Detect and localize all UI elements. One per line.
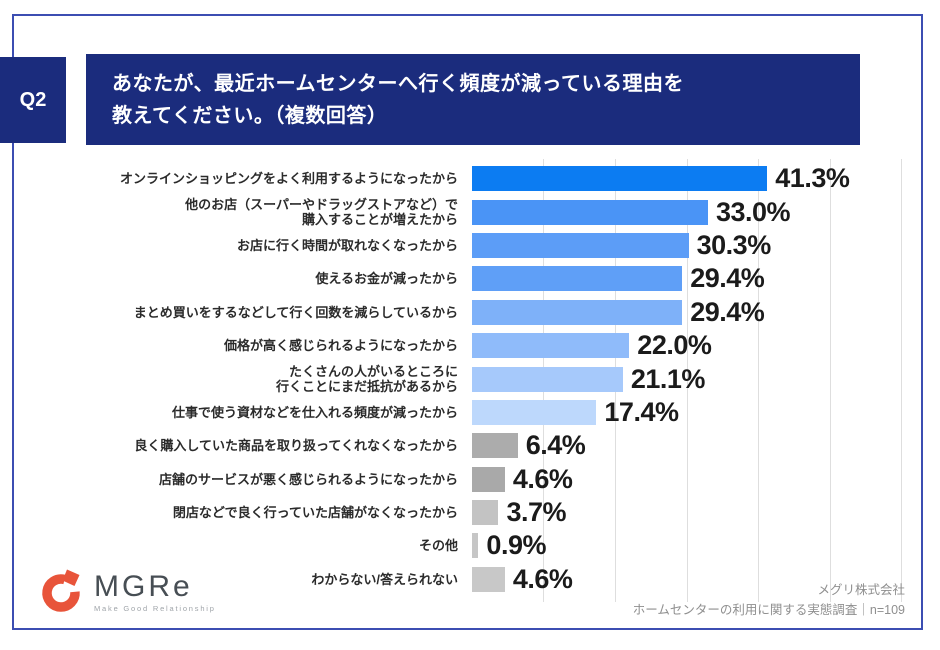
category-label: オンラインショッピングをよく利用するようになったから: [119, 171, 458, 187]
bar-track: 29.4%: [472, 262, 901, 295]
source-survey: ホームセンターの利用に関する実態調査｜n=109: [632, 602, 905, 617]
value-label: 4.6%: [512, 463, 573, 494]
bar-row: 閉店などで良く行っていた店舗がなくなったから 3.7%: [32, 496, 912, 529]
question-banner: あなたが、最近ホームセンターへ行く頻度が減っている理由を 教えてください。（複数…: [86, 54, 860, 145]
bar: [472, 266, 683, 292]
bar-track: 6.4%: [472, 429, 901, 462]
bar-track: 33.0%: [472, 195, 901, 228]
category-label: 店舗のサービスが悪く感じられるようになったから: [158, 471, 458, 487]
bar-row: 仕事で使う資材などを仕入れる頻度が減ったから 17.4%: [32, 396, 912, 429]
category-label: 他のお店（スーパーやドラッグストアなど）で 購入することが増えたから: [185, 196, 458, 228]
bar-track: 22.0%: [472, 329, 901, 362]
category-label: その他: [418, 538, 458, 554]
mgre-logo-text: MGRe: [94, 570, 193, 603]
value-label: 29.4%: [690, 263, 765, 294]
question-number-label: Q2: [19, 88, 47, 111]
bar: [472, 166, 768, 192]
bar-row: 良く購入していた商品を取り扱ってくれなくなったから 6.4%: [32, 429, 912, 462]
bar: [472, 433, 518, 459]
bar: [472, 232, 689, 258]
value-label: 22.0%: [637, 330, 712, 361]
value-label: 30.3%: [696, 229, 772, 260]
bar-row: たくさんの人がいるところに 行くことにまだ抵抗があるから 21.1%: [32, 362, 912, 395]
source-note: メグリ株式会社 ホームセンターの利用に関する実態調査｜n=109: [633, 581, 905, 620]
category-label: 使えるお金が減ったから: [315, 271, 458, 287]
bar-track: 21.1%: [472, 362, 901, 395]
bar-track: 29.4%: [472, 296, 901, 329]
chart-card: Q2 あなたが、最近ホームセンターへ行く頻度が減っている理由を 教えてください。…: [0, 14, 923, 630]
bar: [472, 333, 630, 359]
bar-track: 41.3%: [472, 162, 901, 195]
bar-rows: オンラインショッピングをよく利用するようになったから 41.3% 他のお店（スー…: [32, 162, 912, 596]
mgre-logo: MGRe Make Good Relationship: [38, 568, 216, 614]
bar-track: 0.9%: [472, 529, 901, 562]
bar-row: その他 0.9%: [32, 529, 912, 562]
category-label: たくさんの人がいるところに 行くことにまだ抵抗があるから: [275, 363, 458, 395]
category-label: 仕事で使う資材などを仕入れる頻度が減ったから: [171, 404, 458, 420]
source-company: メグリ株式会社: [817, 583, 905, 598]
bar-row: オンラインショッピングをよく利用するようになったから 41.3%: [32, 162, 912, 195]
bar: [472, 299, 683, 325]
mgre-logo-text-block: MGRe Make Good Relationship: [94, 568, 216, 613]
value-label: 21.1%: [630, 363, 706, 394]
value-label: 0.9%: [486, 530, 546, 561]
value-label: 17.4%: [604, 396, 679, 427]
category-label: まとめ買いをするなどして行く回数を減らしているから: [133, 304, 458, 320]
bar: [472, 399, 597, 425]
bar-track: 3.7%: [472, 496, 901, 529]
value-label: 4.6%: [512, 563, 573, 594]
question-number-badge: Q2: [0, 57, 66, 143]
bar: [472, 566, 505, 592]
category-label: 良く購入していた商品を取り扱ってくれなくなったから: [134, 438, 458, 454]
mgre-logo-tagline: Make Good Relationship: [94, 604, 216, 613]
bar-row: まとめ買いをするなどして行く回数を減らしているから 29.4%: [32, 296, 912, 329]
question-title: あなたが、最近ホームセンターへ行く頻度が減っている理由を 教えてください。（複数…: [112, 72, 684, 127]
bar-row: 他のお店（スーパーやドラッグストアなど）で 購入することが増えたから 33.0%: [32, 195, 912, 228]
bar-track: 17.4%: [472, 396, 901, 429]
bar-row: 価格が高く感じられるようになったから 22.0%: [32, 329, 912, 362]
bar-row: 店舗のサービスが悪く感じられるようになったから 4.6%: [32, 463, 912, 496]
bar-chart: オンラインショッピングをよく利用するようになったから 41.3% 他のお店（スー…: [32, 159, 912, 602]
bar: [472, 366, 623, 392]
bar: [472, 199, 708, 225]
bar-row: わからない/答えられない 4.6%: [32, 563, 912, 596]
value-label: 33.0%: [715, 196, 791, 227]
value-label: 3.7%: [506, 497, 566, 528]
bar-track: 30.3%: [472, 229, 901, 262]
bar: [472, 533, 479, 559]
bar-row: 使えるお金が減ったから 29.4%: [32, 262, 912, 295]
category-label: わからない/答えられない: [311, 571, 458, 587]
bar: [472, 466, 505, 492]
category-label: お店に行く時間が取れなくなったから: [236, 237, 458, 253]
mgre-logo-icon: [38, 568, 84, 614]
bar-row: お店に行く時間が取れなくなったから 30.3%: [32, 229, 912, 262]
value-label: 6.4%: [525, 430, 586, 461]
category-label: 閉店などで良く行っていた店舗がなくなったから: [172, 504, 458, 520]
category-label: 価格が高く感じられるようになったから: [223, 337, 458, 353]
value-label: 41.3%: [775, 163, 850, 194]
bar-track: 4.6%: [472, 463, 901, 496]
bar: [472, 500, 499, 526]
bar-track: 4.6%: [472, 563, 901, 596]
value-label: 29.4%: [690, 296, 765, 327]
